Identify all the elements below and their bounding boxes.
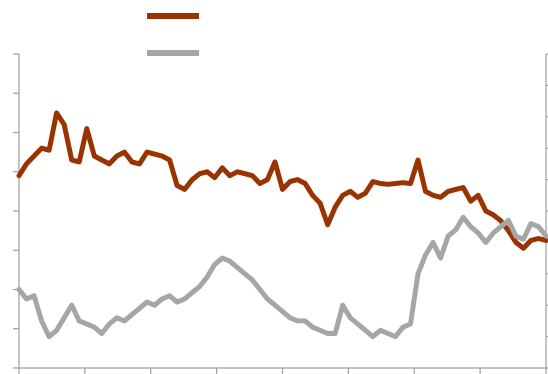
legend bbox=[147, 13, 199, 56]
series-line-2 bbox=[16, 214, 548, 340]
series-layer bbox=[16, 110, 548, 340]
axes bbox=[13, 53, 548, 374]
series-line-1 bbox=[16, 110, 548, 251]
